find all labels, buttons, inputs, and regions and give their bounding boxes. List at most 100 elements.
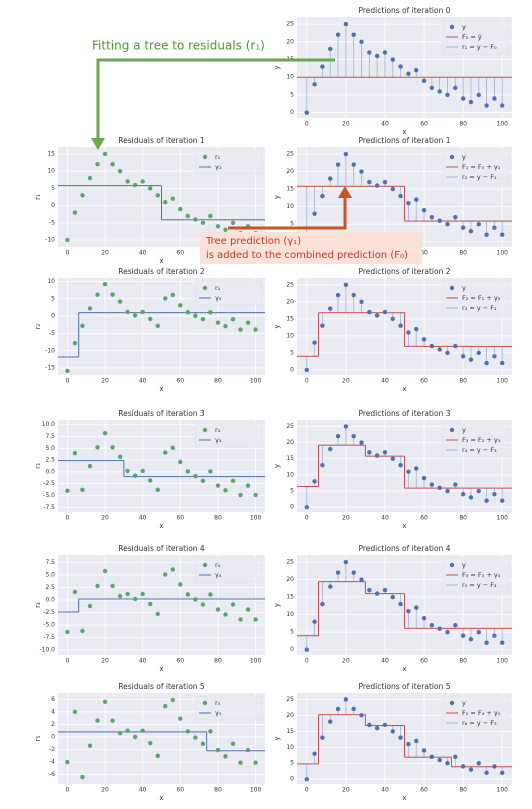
point bbox=[80, 487, 85, 493]
y-tick-label: 7.5 bbox=[45, 433, 55, 440]
y-tick-label: 25 bbox=[286, 696, 294, 703]
point bbox=[437, 757, 442, 763]
y-tick-label: 0 bbox=[290, 776, 294, 783]
y-tick-label: 5 bbox=[290, 760, 294, 767]
chart-title: Predictions of iteration 5 bbox=[358, 682, 450, 691]
point bbox=[208, 213, 213, 219]
subplot: -10.0 -7.5 -5.0 -2.5 0.0 2.5 5.0 7.5 0 20 40 60 80 10… bbox=[34, 544, 265, 673]
point bbox=[445, 488, 450, 494]
y-tick-label: -6 bbox=[49, 771, 55, 778]
y-tick-label: -5 bbox=[49, 330, 55, 337]
x-tick-label: 20 bbox=[342, 515, 350, 522]
x-tick-label: 20 bbox=[101, 658, 109, 665]
y-axis-label: y bbox=[273, 324, 281, 328]
legend-label: y bbox=[462, 699, 466, 707]
x-tick-label: 80 bbox=[459, 121, 467, 128]
point bbox=[72, 340, 78, 346]
point bbox=[351, 706, 356, 712]
x-tick-label: 40 bbox=[139, 658, 147, 665]
point bbox=[193, 217, 198, 222]
legend-label: r₂ bbox=[215, 284, 221, 292]
point bbox=[406, 200, 411, 206]
x-tick-label: 60 bbox=[420, 378, 428, 385]
point bbox=[193, 735, 198, 740]
point bbox=[102, 282, 108, 287]
legend-label: γ₄ bbox=[215, 571, 222, 579]
point bbox=[351, 292, 356, 298]
point bbox=[476, 488, 481, 494]
point bbox=[367, 179, 372, 185]
point bbox=[148, 316, 153, 322]
point bbox=[80, 628, 85, 634]
y-tick-label: 20 bbox=[286, 298, 294, 305]
point bbox=[132, 473, 138, 478]
point bbox=[230, 220, 236, 226]
point bbox=[117, 454, 123, 459]
point bbox=[437, 347, 442, 352]
point bbox=[95, 583, 100, 589]
legend-label: F₄ = F₃ + γ₄ bbox=[462, 571, 501, 579]
legend-label: r₃ = y − F₂ bbox=[462, 304, 497, 312]
point bbox=[320, 323, 325, 328]
point bbox=[343, 151, 349, 157]
point bbox=[421, 748, 427, 753]
point bbox=[484, 360, 489, 366]
y-tick-label: -10.0 bbox=[39, 647, 55, 654]
point bbox=[476, 92, 481, 98]
y-tick-label: 0.0 bbox=[45, 597, 55, 604]
point bbox=[200, 602, 206, 607]
point bbox=[328, 46, 333, 52]
chart-title: Predictions of iteration 4 bbox=[358, 544, 450, 553]
point bbox=[72, 589, 78, 595]
point bbox=[429, 622, 435, 628]
point bbox=[102, 699, 108, 704]
point bbox=[132, 596, 138, 602]
point bbox=[460, 492, 466, 497]
point bbox=[500, 360, 505, 366]
legend-label: r₄ = y − F₃ bbox=[462, 446, 497, 454]
point bbox=[468, 495, 474, 500]
legend-box bbox=[195, 422, 263, 448]
point bbox=[223, 612, 228, 617]
y-tick-label: 25 bbox=[286, 423, 294, 430]
point bbox=[374, 183, 380, 188]
legend-label: r₅ bbox=[215, 699, 221, 707]
point bbox=[155, 611, 160, 617]
point bbox=[185, 729, 191, 734]
point bbox=[238, 327, 243, 332]
point bbox=[382, 50, 388, 55]
point bbox=[140, 179, 145, 184]
y-tick-label: 0 bbox=[290, 109, 294, 116]
y-tick-label: 20 bbox=[286, 38, 294, 45]
x-axis-label: x bbox=[159, 257, 163, 265]
legend-marker bbox=[449, 700, 455, 706]
point bbox=[367, 309, 372, 315]
point bbox=[335, 570, 341, 575]
legend-marker bbox=[202, 427, 208, 433]
point bbox=[374, 313, 380, 318]
y-axis-label: y bbox=[273, 603, 281, 607]
x-tick-label: 20 bbox=[342, 121, 350, 128]
point bbox=[163, 450, 168, 455]
arrow-fit-tree bbox=[96, 58, 335, 140]
chart-title: Residuals of iteration 4 bbox=[118, 544, 205, 553]
legend-label: y bbox=[462, 561, 466, 569]
point bbox=[453, 754, 458, 760]
point bbox=[102, 151, 108, 157]
y-tick-label: -5.0 bbox=[43, 622, 55, 629]
y-tick-label: 10 bbox=[47, 168, 55, 175]
point bbox=[304, 110, 309, 115]
point bbox=[95, 445, 100, 450]
y-tick-label: 5 bbox=[51, 295, 55, 302]
x-tick-label: 60 bbox=[420, 787, 428, 794]
point bbox=[72, 450, 78, 456]
y-tick-label: 10 bbox=[286, 74, 294, 81]
point bbox=[208, 469, 213, 474]
point bbox=[492, 225, 497, 230]
point bbox=[453, 622, 458, 628]
legend-label: r₁ = y − F₀ bbox=[462, 43, 497, 51]
